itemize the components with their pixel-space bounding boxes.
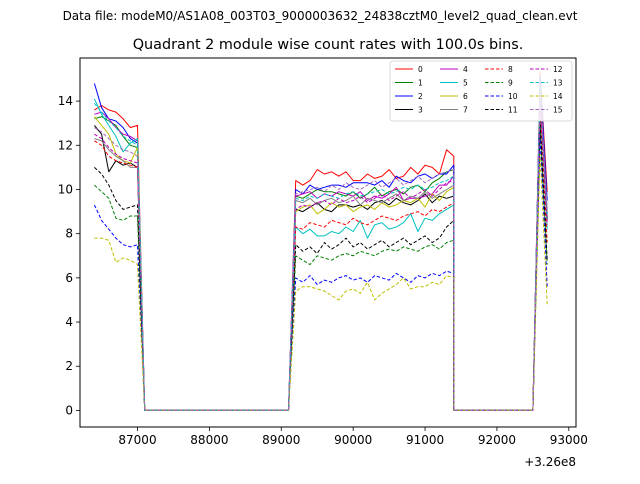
y-tick-label: 2 <box>65 359 73 373</box>
legend-label: 11 <box>508 106 518 115</box>
series-layer <box>93 71 548 411</box>
legend-label: 12 <box>553 65 563 74</box>
legend-label: 1 <box>418 79 423 88</box>
legend-label: 5 <box>463 79 468 88</box>
y-tick-label: 12 <box>58 138 73 152</box>
x-tick-label: 90000 <box>334 433 372 447</box>
x-tick-label: 92000 <box>478 433 516 447</box>
x-tick-label: 88000 <box>190 433 228 447</box>
y-axis: 0 2 4 6 8 10 12 14 <box>58 94 80 417</box>
x-tick-label: 87000 <box>118 433 156 447</box>
y-tick-label: 8 <box>65 227 73 241</box>
plot-frame <box>79 57 577 428</box>
y-tick-label: 6 <box>65 271 73 285</box>
legend-label: 2 <box>418 92 423 101</box>
legend-box <box>389 60 573 122</box>
legend-label: 10 <box>508 92 518 101</box>
legend-label: 6 <box>463 92 468 101</box>
y-tick-label: 10 <box>58 182 73 196</box>
series-line-15 <box>94 91 548 411</box>
legend-label: 3 <box>418 106 423 115</box>
legend-label: 0 <box>418 65 423 74</box>
chart-title: Quadrant 2 module wise count rates with … <box>133 37 524 53</box>
x-tick-label: 93000 <box>550 433 588 447</box>
legend-label: 13 <box>553 79 563 88</box>
legend-label: 7 <box>463 106 468 115</box>
x-tick-label: 91000 <box>406 433 444 447</box>
y-tick-label: 4 <box>65 315 73 329</box>
x-tick-label: 89000 <box>262 433 300 447</box>
x-offset-label: +3.26e8 <box>524 455 576 469</box>
legend-label: 15 <box>553 106 563 115</box>
suptitle: Data file: modeM0/AS1A08_003T03_90000036… <box>63 9 578 23</box>
legend-label: 14 <box>553 92 563 101</box>
y-tick-label: 0 <box>65 403 73 417</box>
legend-label: 4 <box>463 65 468 74</box>
legend-label: 9 <box>508 79 513 88</box>
y-tick-label: 14 <box>58 94 73 108</box>
x-axis: 87000 88000 89000 90000 91000 92000 93000 <box>118 427 588 447</box>
legend-label: 8 <box>508 65 513 74</box>
